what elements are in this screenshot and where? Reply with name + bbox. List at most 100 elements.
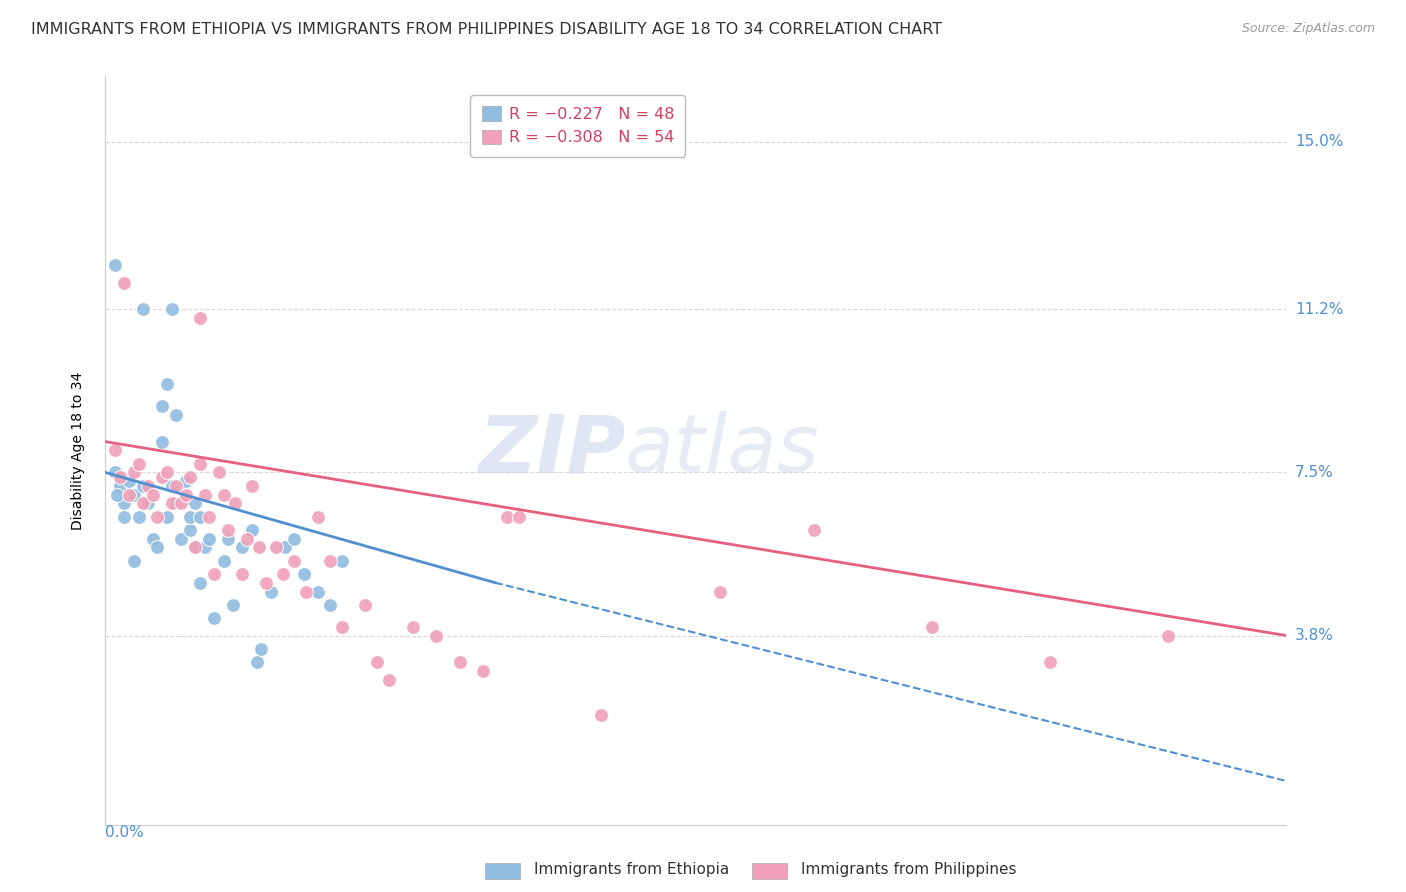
Point — [156, 466, 179, 480]
Legend: R = −0.227   N = 48, R = −0.308   N = 54: R = −0.227 N = 48, R = −0.308 N = 54 — [471, 95, 685, 157]
Point — [104, 466, 127, 480]
Point — [179, 509, 201, 524]
Point — [921, 620, 943, 634]
Text: Immigrants from Ethiopia: Immigrants from Ethiopia — [534, 863, 730, 877]
Text: 7.5%: 7.5% — [1295, 465, 1333, 480]
Point — [283, 532, 305, 546]
Point — [188, 457, 211, 471]
Point — [496, 509, 519, 524]
Point — [224, 496, 246, 510]
Point — [803, 523, 825, 537]
Point — [122, 554, 145, 568]
Point — [378, 673, 401, 687]
Point — [150, 434, 173, 449]
Text: 0.0%: 0.0% — [105, 825, 145, 840]
Point — [295, 584, 318, 599]
Point — [271, 566, 294, 581]
Point — [591, 707, 613, 722]
Point — [122, 466, 145, 480]
Point — [231, 566, 253, 581]
Point — [132, 302, 155, 317]
Point — [112, 276, 135, 290]
Point — [1157, 629, 1180, 643]
Point — [231, 541, 253, 555]
Point — [184, 541, 207, 555]
Point — [156, 509, 179, 524]
Point — [174, 487, 197, 501]
Text: atlas: atlas — [626, 411, 820, 490]
Point — [165, 496, 187, 510]
Point — [118, 475, 141, 489]
Point — [136, 479, 159, 493]
Point — [105, 487, 128, 501]
Point — [508, 509, 530, 524]
Point — [128, 457, 150, 471]
Point — [179, 523, 201, 537]
Point — [194, 487, 217, 501]
Point — [283, 554, 305, 568]
Point — [319, 598, 342, 612]
Point — [240, 479, 263, 493]
Point — [254, 575, 277, 590]
Point — [425, 629, 447, 643]
Point — [709, 584, 731, 599]
Point — [264, 541, 287, 555]
Point — [260, 584, 283, 599]
Point — [246, 655, 269, 669]
Point — [160, 302, 183, 317]
Point — [188, 311, 211, 326]
Point — [250, 641, 273, 656]
Point — [108, 470, 131, 484]
Point — [170, 496, 193, 510]
Point — [240, 523, 263, 537]
Point — [104, 443, 127, 458]
Point — [128, 509, 150, 524]
Text: 3.8%: 3.8% — [1295, 628, 1334, 643]
Point — [146, 509, 169, 524]
Point — [188, 509, 211, 524]
Point — [184, 496, 207, 510]
Text: Source: ZipAtlas.com: Source: ZipAtlas.com — [1241, 22, 1375, 36]
Point — [150, 400, 173, 414]
Point — [194, 541, 217, 555]
Point — [354, 598, 377, 612]
Point — [330, 620, 353, 634]
Point — [198, 509, 221, 524]
Point — [156, 377, 179, 392]
Point — [136, 496, 159, 510]
Point — [179, 470, 201, 484]
Point — [212, 487, 235, 501]
Y-axis label: Disability Age 18 to 34: Disability Age 18 to 34 — [70, 371, 84, 530]
Point — [122, 487, 145, 501]
Text: ZIP: ZIP — [478, 411, 626, 490]
Text: Immigrants from Philippines: Immigrants from Philippines — [801, 863, 1017, 877]
Point — [472, 664, 495, 678]
Point — [307, 509, 329, 524]
Point — [222, 598, 245, 612]
Point — [146, 541, 169, 555]
Point — [104, 258, 127, 272]
Point — [184, 541, 207, 555]
Point — [307, 584, 329, 599]
Point — [174, 475, 197, 489]
Point — [108, 479, 131, 493]
Point — [142, 487, 165, 501]
Point — [160, 479, 183, 493]
Point — [165, 408, 187, 422]
Point — [198, 532, 221, 546]
Point — [217, 523, 239, 537]
Point — [1039, 655, 1062, 669]
Point — [292, 566, 315, 581]
Point — [188, 575, 211, 590]
Text: 11.2%: 11.2% — [1295, 301, 1343, 317]
Point — [112, 509, 135, 524]
Point — [112, 496, 135, 510]
Point — [247, 541, 270, 555]
Point — [319, 554, 342, 568]
Point — [202, 611, 225, 625]
Point — [274, 541, 297, 555]
Point — [330, 554, 353, 568]
Point — [366, 655, 388, 669]
Point — [132, 496, 155, 510]
Point — [217, 532, 239, 546]
